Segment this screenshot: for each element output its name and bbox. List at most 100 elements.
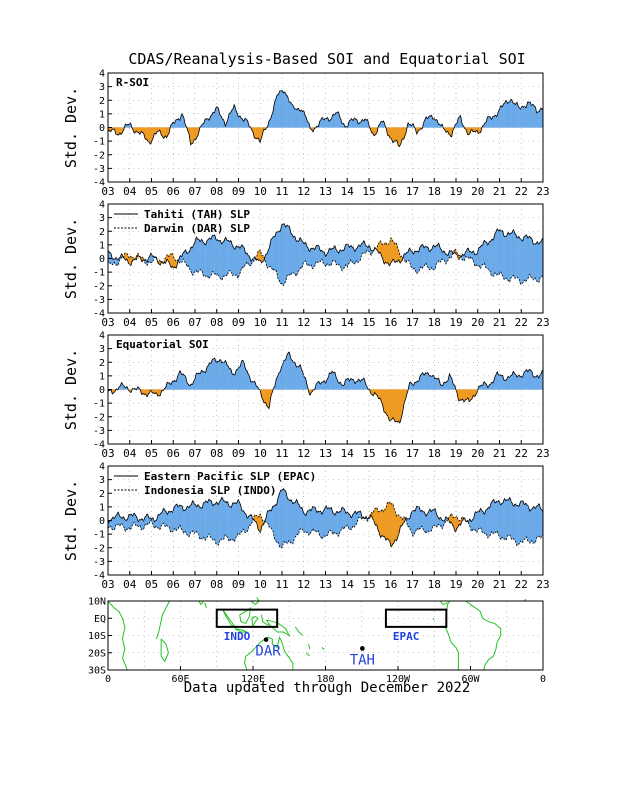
coastline	[260, 614, 269, 626]
coastline	[308, 644, 311, 650]
x-tick-label: 20	[471, 447, 484, 460]
map-x-tick-label: 60W	[461, 674, 480, 685]
x-tick-label: 18	[428, 185, 441, 198]
x-tick-label: 16	[384, 447, 397, 460]
x-tick-labels: 03 04 05 06 07 08 09 10 11 12 13 14 15 16 17 18 19 20 21 22…	[101, 178, 550, 198]
station-label-tah: TAH	[350, 652, 375, 668]
x-tick-label: 18	[428, 447, 441, 460]
y-axis-label: Std. Dev.	[62, 349, 80, 430]
x-tick-label: 13	[319, 447, 332, 460]
x-tick-label: 19	[449, 316, 462, 329]
x-tick-label: 16	[384, 185, 397, 198]
series-line-2	[107, 237, 544, 287]
coastline	[204, 602, 207, 609]
x-tick-labels: 03 04 05 06 07 08 09 10 11 12 13 14 15 16 17 18 19 20 21 22…	[101, 571, 550, 591]
map-y-tick-label: EQ	[94, 614, 106, 625]
map-x-tick-label: 60E	[171, 674, 189, 685]
y-tick-label: 4	[99, 69, 105, 80]
x-tick-label: 19	[449, 578, 462, 591]
x-tick-label: 22	[515, 316, 528, 329]
x-tick-label: 11	[275, 578, 288, 591]
x-tick-label: 08	[210, 316, 223, 329]
x-tick-label: 05	[145, 447, 158, 460]
coastline	[107, 600, 128, 671]
coastline	[234, 628, 248, 633]
x-tick-label: 09	[232, 185, 245, 198]
x-tick-label: 21	[493, 447, 506, 460]
x-tick-label: 05	[145, 185, 158, 198]
x-tick-label: 07	[188, 316, 201, 329]
figure-title: CDAS/Reanalysis-Based SOI and Equatorial…	[128, 50, 525, 68]
footer-note: Data updated through December 2022	[184, 680, 471, 696]
x-tick-label: 03	[101, 578, 114, 591]
map-y-tick-labels: 10N EQ 10S 20S 30S	[88, 597, 112, 677]
y-tick-labels: 4 3 2 1 0 -1 -2 -3 -4	[93, 331, 112, 451]
y-tick-label: 1	[99, 109, 105, 120]
y-tick-label: -2	[93, 543, 105, 554]
x-tick-label: 04	[123, 578, 137, 591]
x-tick-label: 21	[493, 316, 506, 329]
x-tick-label: 06	[167, 316, 180, 329]
x-tick-label: 07	[188, 185, 201, 198]
map-x-tick-label: 0	[540, 674, 546, 685]
x-tick-label: 10	[254, 578, 267, 591]
x-tick-label: 23	[536, 578, 549, 591]
y-tick-label: -3	[93, 295, 105, 306]
map-y-tick-label: 10S	[88, 631, 106, 642]
y-tick-label: -2	[93, 150, 105, 161]
map-y-tick-label: 30S	[88, 666, 106, 677]
coastline	[244, 656, 248, 671]
x-tick-label: 19	[449, 185, 462, 198]
y-tick-label: 2	[99, 489, 105, 500]
x-tick-label: 10	[254, 316, 267, 329]
x-tick-label: 07	[188, 447, 201, 460]
x-tick-label: 12	[297, 185, 310, 198]
x-tick-label: 04	[123, 447, 137, 460]
y-tick-label: -3	[93, 164, 105, 175]
y-tick-label: 0	[99, 516, 105, 527]
fill-areas	[107, 488, 544, 549]
legend-label-2: Darwin (DAR) SLP	[144, 222, 250, 235]
x-tick-label: 19	[449, 447, 462, 460]
map-x-tick-label: 180	[316, 674, 334, 685]
x-tick-label: 11	[275, 185, 288, 198]
x-tick-label: 10	[254, 447, 267, 460]
x-tick-label: 23	[536, 185, 549, 198]
y-axis-label: Std. Dev.	[62, 218, 80, 299]
coastline	[245, 635, 294, 670]
x-tick-label: 06	[167, 578, 180, 591]
x-tick-label: 05	[145, 578, 158, 591]
y-tick-label: 4	[99, 331, 105, 342]
x-tick-labels: 03 04 05 06 07 08 09 10 11 12 13 14 15 16 17 18 19 20 21 22…	[101, 309, 550, 329]
y-tick-label: 0	[99, 254, 105, 265]
x-tick-label: 22	[515, 447, 528, 460]
x-tick-label: 16	[384, 316, 397, 329]
legend-label-1: Tahiti (TAH) SLP	[144, 208, 250, 221]
y-tick-label: -3	[93, 426, 105, 437]
coastline	[321, 647, 325, 650]
y-tick-label: -4	[93, 571, 105, 582]
x-tick-label: 20	[471, 316, 484, 329]
coastline	[160, 638, 169, 663]
legend: Eastern Pacific SLP (EPAC)Indonesia SLP …	[114, 470, 316, 497]
x-tick-label: 11	[275, 447, 288, 460]
x-tick-label: 08	[210, 578, 223, 591]
map-x-tick-label: 0	[105, 674, 111, 685]
y-tick-label: -4	[93, 440, 105, 451]
x-tick-label: 15	[362, 185, 375, 198]
map-x-tick-label: 120E	[241, 674, 265, 685]
y-axis-label: Std. Dev.	[62, 480, 80, 561]
x-tick-label: 18	[428, 316, 441, 329]
x-tick-label: 23	[536, 447, 549, 460]
x-tick-label: 15	[362, 447, 375, 460]
panel-label: Equatorial SOI	[116, 338, 209, 351]
x-tick-label: 04	[123, 316, 137, 329]
y-tick-label: 2	[99, 227, 105, 238]
x-tick-label: 17	[406, 316, 419, 329]
y-tick-label: 4	[99, 200, 105, 211]
x-tick-label: 17	[406, 447, 419, 460]
coastline	[251, 615, 259, 628]
coastline	[294, 626, 303, 636]
